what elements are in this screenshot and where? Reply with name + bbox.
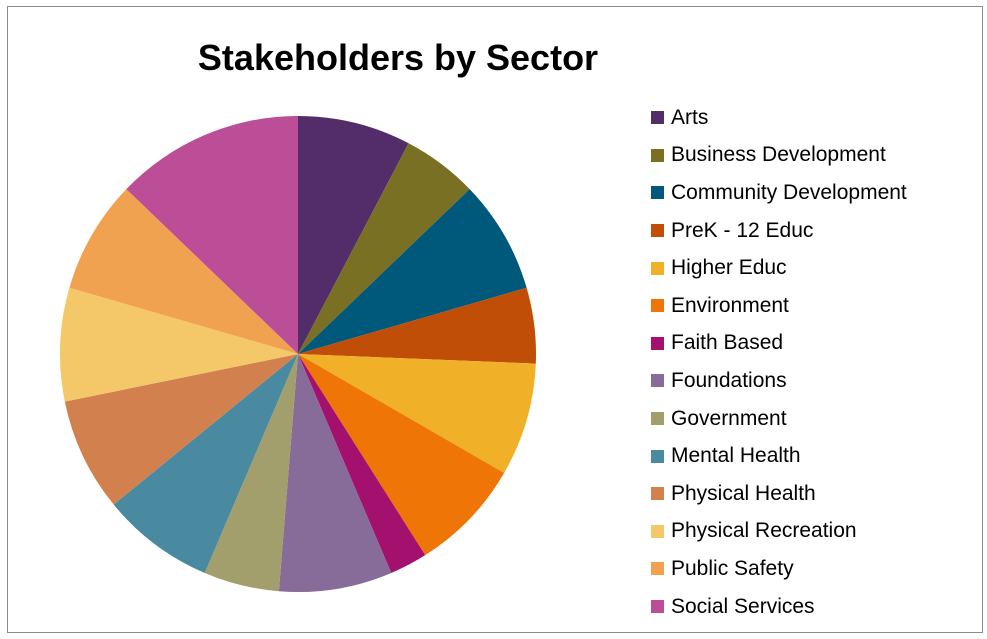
- legend-item: Public Safety: [651, 550, 907, 588]
- legend-item: Government: [651, 400, 907, 438]
- legend-item: Foundations: [651, 362, 907, 400]
- pie-slice-physical-recreation: [60, 287, 298, 402]
- legend-label: PreK - 12 Educ: [671, 218, 814, 242]
- legend-swatch: [651, 600, 664, 614]
- legend-swatch: [651, 224, 664, 238]
- pie-slice-faith-based: [298, 354, 426, 573]
- pie-slice-arts: [298, 116, 409, 354]
- legend: Arts Business Development Community Develo…: [651, 99, 907, 625]
- legend-swatch: [651, 524, 664, 538]
- legend-label: Physical Health: [671, 481, 816, 505]
- legend-swatch: [651, 148, 664, 162]
- legend-label: Higher Educ: [671, 256, 787, 280]
- legend-item: Mental Health: [651, 437, 907, 475]
- legend-item: Business Development: [651, 137, 907, 175]
- chart-area: Stakeholders by Sector Arts Business Deve…: [7, 6, 983, 633]
- pie-slice-social-services: [126, 116, 298, 354]
- legend-label: Business Development: [671, 143, 886, 167]
- legend-swatch: [651, 562, 664, 576]
- legend-item: Higher Educ: [651, 249, 907, 287]
- legend-swatch: [651, 261, 664, 275]
- legend-item: Community Development: [651, 174, 907, 212]
- legend-label: Environment: [671, 293, 789, 317]
- pie-slice-physical-health: [64, 354, 298, 505]
- legend-label: Social Services: [671, 594, 815, 618]
- pie-chart: [60, 116, 537, 593]
- pie-slice-business-development: [298, 143, 470, 354]
- legend-item: Environment: [651, 287, 907, 325]
- pie-slice-government: [204, 354, 298, 592]
- legend-label: Faith Based: [671, 331, 784, 355]
- legend-swatch: [651, 186, 664, 200]
- pie-slice-higher-educ: [298, 354, 536, 473]
- pie-slice-prek-12-educ: [298, 287, 537, 364]
- legend-label: Physical Recreation: [671, 519, 857, 543]
- pie-slice-community-development: [298, 189, 527, 354]
- legend-swatch: [651, 412, 664, 426]
- legend-item: Physical Health: [651, 475, 907, 513]
- legend-label: Public Safety: [671, 556, 794, 580]
- legend-swatch: [651, 449, 664, 463]
- legend-swatch: [651, 374, 664, 388]
- legend-swatch: [651, 111, 664, 125]
- legend-label: Foundations: [671, 368, 787, 392]
- pie-slice-environment: [298, 354, 505, 556]
- legend-swatch: [651, 487, 664, 501]
- pie-slice-public-safety: [69, 189, 299, 354]
- legend-item: Physical Recreation: [651, 513, 907, 551]
- legend-label: Government: [671, 406, 787, 430]
- legend-item: PreK - 12 Educ: [651, 212, 907, 250]
- pie-slice-mental-health: [113, 354, 298, 573]
- legend-swatch: [651, 299, 664, 313]
- legend-item: Faith Based: [651, 325, 907, 363]
- legend-item: Arts: [651, 99, 907, 137]
- pie-slice-foundations: [278, 354, 392, 593]
- chart-title: Stakeholders by Sector: [197, 37, 599, 78]
- legend-item: Social Services: [651, 588, 907, 626]
- legend-label: Community Development: [671, 180, 907, 204]
- legend-swatch: [651, 336, 664, 350]
- legend-label: Mental Health: [671, 444, 801, 468]
- legend-label: Arts: [671, 105, 709, 129]
